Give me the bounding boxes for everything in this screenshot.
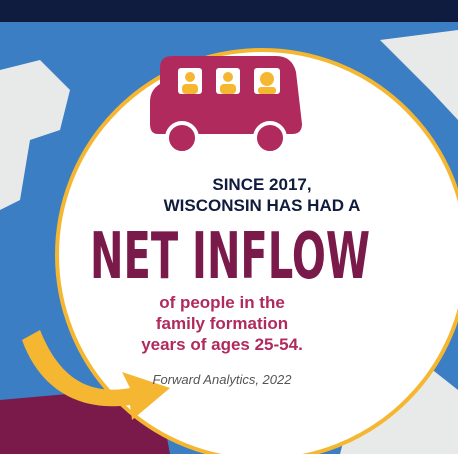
- highlight: NET INFLOW: [90, 220, 370, 294]
- map-shape: [0, 60, 70, 210]
- circle: [55, 48, 458, 454]
- source: Forward Analytics, 2022: [153, 372, 293, 387]
- van-icon: [150, 56, 302, 155]
- arrow: [22, 330, 170, 420]
- map-shape: [380, 30, 458, 120]
- detail: years of ages 25-54.: [141, 335, 303, 354]
- headline: SINCE 2017,: [212, 175, 311, 194]
- headline: WISCONSIN HAS HAD A: [164, 196, 361, 215]
- detail: family formation: [156, 314, 288, 333]
- detail: of people in the: [159, 293, 285, 312]
- top-band: [0, 0, 458, 22]
